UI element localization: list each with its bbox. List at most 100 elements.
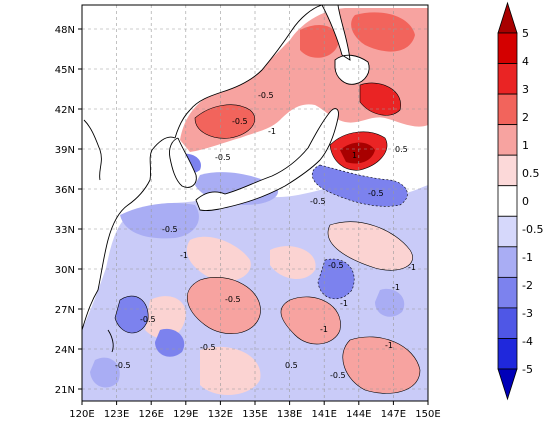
field-patch xyxy=(195,104,255,139)
colorbar-segment xyxy=(497,215,518,248)
contour-label: -0.5 xyxy=(215,153,231,162)
field-patch xyxy=(115,296,149,333)
x-tick-label: 147E xyxy=(381,409,406,420)
contour-label: -0.5 xyxy=(258,91,274,100)
x-tick-label: 132E xyxy=(208,409,233,420)
colorbar-label: 5 xyxy=(522,27,529,40)
contour-label: -1 xyxy=(408,263,416,272)
colorbar: 5 4 3 2 1 0.5 0 -0.5 -1 -2 -3 -4 -5 xyxy=(497,1,543,401)
colorbar-segment xyxy=(497,276,518,309)
field-patch xyxy=(375,288,405,317)
field-patch xyxy=(187,277,261,334)
land-honshu xyxy=(196,108,339,211)
colorbar-segment xyxy=(497,124,518,156)
colorbar-label: -4 xyxy=(522,335,533,348)
plot-area: -0.5 -0.5 -0.5 -1 -0.5 -0.5 -1 -0.5 0.5 … xyxy=(82,5,428,401)
contour-label: 0.5 xyxy=(395,145,408,154)
x-axis-labels: 120E 123E 126E 129E 132E 135E 138E 141E … xyxy=(69,409,440,420)
land-korea xyxy=(169,138,197,188)
x-tick-label: 120E xyxy=(69,409,94,420)
land-mainland xyxy=(82,5,322,330)
x-tick-label: 126E xyxy=(138,409,163,420)
x-tick-label: 150E xyxy=(415,409,440,420)
contour-label-group: -0.5 -0.5 -0.5 -1 -0.5 -0.5 -1 -0.5 0.5 … xyxy=(115,91,416,380)
x-tick-label: 123E xyxy=(104,409,129,420)
y-tick-label: 24N xyxy=(55,345,75,356)
field-patch xyxy=(270,246,316,280)
field-patch xyxy=(351,12,415,52)
colorbar-label: -3 xyxy=(522,307,533,320)
field-patch xyxy=(342,336,420,394)
contour-label: -0.5 xyxy=(200,343,216,352)
contour-label: -1 xyxy=(340,299,348,308)
y-tick-label: 33N xyxy=(55,225,75,236)
contour-label: -1 xyxy=(268,127,276,136)
contour-label: -1 xyxy=(320,325,328,334)
y-tick-label: 27N xyxy=(55,305,75,316)
colorbar-label: 3 xyxy=(522,83,529,96)
x-tick-label: 144E xyxy=(346,409,371,420)
field-patch xyxy=(200,346,261,396)
contour-lines xyxy=(114,82,421,394)
contour-label: 0.5 xyxy=(285,361,298,370)
contour-label: -0.5 xyxy=(140,315,156,324)
field-patch xyxy=(360,82,401,116)
colorbar-segment xyxy=(497,338,518,370)
contour-label: 1 xyxy=(352,151,357,160)
field-patch xyxy=(155,328,185,357)
contour-label: -1 xyxy=(392,283,400,292)
colorbar-label: 1 xyxy=(522,139,529,152)
field-patch xyxy=(145,296,186,339)
field-patch xyxy=(90,357,120,388)
contour-label: -0.5 xyxy=(225,295,241,304)
colorbar-segment xyxy=(497,307,518,339)
colorbar-segment xyxy=(497,93,518,126)
colorbar-segment xyxy=(497,246,518,278)
colorbar-label: 0.5 xyxy=(522,167,540,180)
contour-label: -0.5 xyxy=(115,361,131,370)
field-patch xyxy=(318,259,355,299)
coastlines xyxy=(82,5,370,353)
contour-label: -0.5 xyxy=(328,261,344,270)
contour-label: -0.5 xyxy=(162,225,178,234)
colorbar-bottom-arrow xyxy=(497,368,518,401)
gridlines xyxy=(82,5,428,401)
contour-label: -1 xyxy=(180,251,188,260)
colorbar-segment xyxy=(497,154,518,187)
colorbar-label: -2 xyxy=(522,279,533,292)
colorbar-segment xyxy=(497,185,518,217)
colorbar-label: 2 xyxy=(522,111,529,124)
colorbar-label: 0 xyxy=(522,195,529,208)
colorbar-label: -1 xyxy=(522,251,533,264)
contour-label: -0.5 xyxy=(368,189,384,198)
colorbar-label: -5 xyxy=(522,363,533,376)
field-patch xyxy=(120,203,199,239)
field-patch xyxy=(300,25,339,58)
contour-label: -0.5 xyxy=(232,117,248,126)
contour-label: -1 xyxy=(385,341,393,350)
y-tick-label: 36N xyxy=(55,185,75,196)
land-hokkaido xyxy=(335,55,370,85)
y-tick-label: 21N xyxy=(55,385,75,396)
y-axis-labels: 21N 24N 27N 30N 33N 36N 39N 42N 45N 48N xyxy=(55,25,75,396)
tick-marks xyxy=(78,28,429,405)
field-patch xyxy=(280,296,341,345)
y-tick-label: 48N xyxy=(55,25,75,36)
y-tick-label: 39N xyxy=(55,145,75,156)
field-patch xyxy=(186,236,251,282)
x-tick-label: 135E xyxy=(242,409,267,420)
y-tick-label: 45N xyxy=(55,65,75,76)
colorbar-label: 4 xyxy=(522,55,529,68)
field-patch xyxy=(328,221,413,271)
x-tick-label: 129E xyxy=(173,409,198,420)
field-patch xyxy=(312,165,408,207)
y-tick-label: 42N xyxy=(55,105,75,116)
y-tick-label: 30N xyxy=(55,265,75,276)
colorbar-segment xyxy=(497,63,518,95)
x-tick-label: 141E xyxy=(311,409,336,420)
contour-label: -0.5 xyxy=(310,197,326,206)
colorbar-segment xyxy=(497,32,518,64)
field-patch xyxy=(340,142,375,164)
contour-label: -0.5 xyxy=(330,371,346,380)
